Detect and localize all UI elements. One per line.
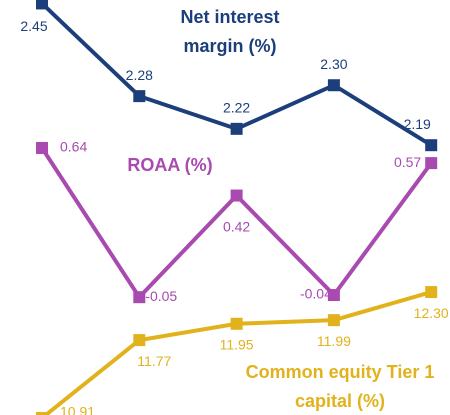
marker <box>230 317 243 330</box>
data-label: 0.64 <box>60 139 87 155</box>
marker <box>327 289 340 302</box>
marker <box>36 141 48 154</box>
data-label: 2.22 <box>223 100 250 116</box>
marker <box>133 291 146 304</box>
marker <box>327 79 340 92</box>
data-label: 11.99 <box>317 333 351 349</box>
data-label: -0.04 <box>300 286 332 302</box>
chart-title: ROAA (%) <box>127 155 213 175</box>
marker <box>36 0 48 10</box>
marker <box>230 189 243 202</box>
marker <box>425 286 438 299</box>
data-label: -0.05 <box>145 288 177 304</box>
data-label: 11.95 <box>220 336 254 352</box>
marker <box>425 157 438 170</box>
marker <box>133 334 146 347</box>
marker <box>36 412 48 415</box>
data-label: 0.42 <box>223 218 250 234</box>
marker <box>133 90 146 103</box>
data-label: 12.30 <box>414 305 449 321</box>
chart-title: Net interest margin (%) <box>180 7 280 56</box>
marker <box>230 122 243 135</box>
data-label: 2.28 <box>126 67 153 83</box>
chart-title: Common equity Tier 1 capital (%) <box>245 362 435 411</box>
data-label: 2.45 <box>20 18 47 34</box>
data-label: 2.30 <box>320 56 347 72</box>
data-label: 10.91 <box>60 404 95 415</box>
data-label: 11.77 <box>137 353 171 369</box>
data-label: 0.57 <box>394 154 421 170</box>
data-label: 2.19 <box>404 116 431 132</box>
marker <box>327 314 340 327</box>
marker <box>425 139 438 152</box>
